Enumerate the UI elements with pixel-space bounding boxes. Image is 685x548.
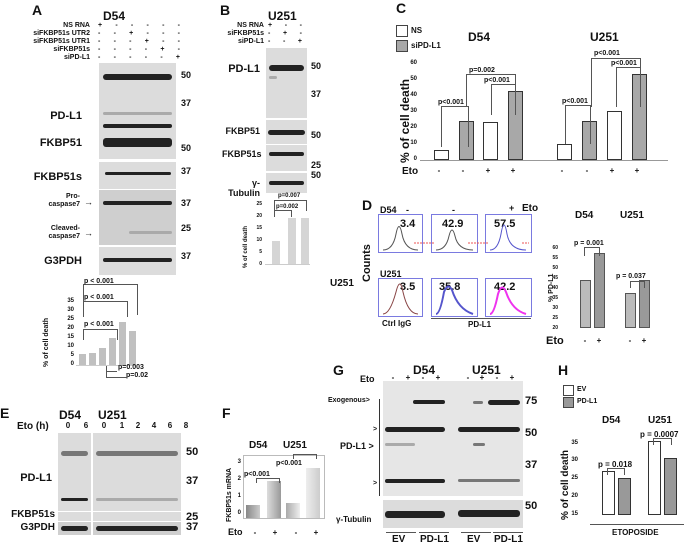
panel-b-label-pdl1: PD-L1	[228, 63, 260, 75]
panel-a-label-cleaved-caspase7: Cleaved-caspase7	[48, 225, 80, 240]
panel-b-blot-fkbp51	[266, 120, 307, 144]
panel-f-label: F	[222, 405, 231, 421]
panel-g-label: G	[333, 362, 344, 378]
panel-a-blot-caspase7	[99, 190, 176, 245]
legend-ev-swatch	[563, 385, 574, 396]
panel-b-label-fkbp51s: FKBP51s	[222, 149, 262, 159]
panel-d-bar-plot	[572, 248, 672, 328]
panel-b-blot-tubulin	[266, 173, 307, 193]
panel-a-blot-g3pdh	[99, 247, 176, 275]
legend-sipdl1: siPD-L1	[411, 41, 441, 50]
panel-b-condition-marks: + - - - + - - - +	[268, 22, 302, 45]
panel-b-cell-line: U251	[268, 9, 297, 23]
panel-b-conditions: NS RNA siFKBP51s siPD-L1	[227, 22, 264, 45]
panel-g-blot-tubulin	[383, 500, 523, 528]
panel-a-label-pdl1: PD-L1	[50, 110, 82, 122]
arrow-right-icon: →	[84, 228, 93, 238]
flow-plot	[378, 214, 423, 253]
panel-a-condition-marks: + - - - - - - - + - - - - - - + - - - - - - + - - - - - - +	[98, 22, 180, 61]
legend-ns: NS	[411, 26, 423, 35]
panel-a-conditions: NS RNA siFKBP51s UTR2 siFKBP51s UTR1 siF…	[33, 22, 90, 61]
legend-ns-swatch	[396, 25, 408, 37]
panel-b-blot-fkbp51s	[266, 145, 307, 171]
panel-a-bar-plot	[76, 302, 136, 366]
legend-pdl1-swatch	[563, 397, 574, 408]
panel-a-blot-pdl1	[99, 63, 176, 139]
panel-b-label: B	[220, 2, 231, 18]
panel-a-label-fkbp51s: FKBP51s	[33, 171, 82, 183]
legend-sipdl1-swatch	[396, 40, 408, 52]
panel-c-bar-plot	[420, 63, 668, 161]
panel-a-ylabel: % of cell death	[43, 317, 50, 367]
panel-d-label: D	[362, 197, 373, 213]
panel-h-bar-plot	[596, 434, 684, 515]
panel-c-group-u251: U251	[590, 30, 619, 44]
panel-c-label: C	[396, 0, 407, 16]
panel-h-label: H	[558, 362, 569, 378]
flow-histograms	[382, 224, 529, 315]
panel-a-blot-fkbp51	[99, 128, 176, 159]
panel-a-label-fkbp51: FKBP51	[39, 137, 82, 149]
panel-a-label: A	[32, 2, 43, 18]
panel-b-blot-pdl1	[266, 48, 307, 118]
legend-pdl1: PD-L1	[577, 398, 598, 405]
panel-b-label-tubulin: γ-Tubulin	[228, 178, 260, 198]
panel-a-blot-fkbp51s	[99, 162, 176, 189]
panel-g-blot-pdl1	[383, 381, 523, 496]
panel-f-bar-plot	[243, 455, 325, 519]
flow-plot	[485, 214, 532, 253]
panel-e-label: E	[0, 405, 10, 421]
panel-a-cell-line: D54	[103, 9, 126, 23]
panel-b-bar-plot	[265, 204, 310, 265]
panel-e-blot-u251	[93, 433, 181, 511]
panel-e-blot-d54	[58, 433, 91, 511]
panel-b-label-fkbp51: FKBP51	[225, 126, 260, 136]
panel-a-label-procaspase7: Pro-caspase7	[48, 193, 80, 208]
legend-ev: EV	[577, 386, 587, 393]
panel-a-label-g3pdh: G3PDH	[44, 255, 82, 267]
panel-c-group-d54: D54	[468, 30, 491, 44]
arrow-right-icon: →	[84, 197, 93, 207]
